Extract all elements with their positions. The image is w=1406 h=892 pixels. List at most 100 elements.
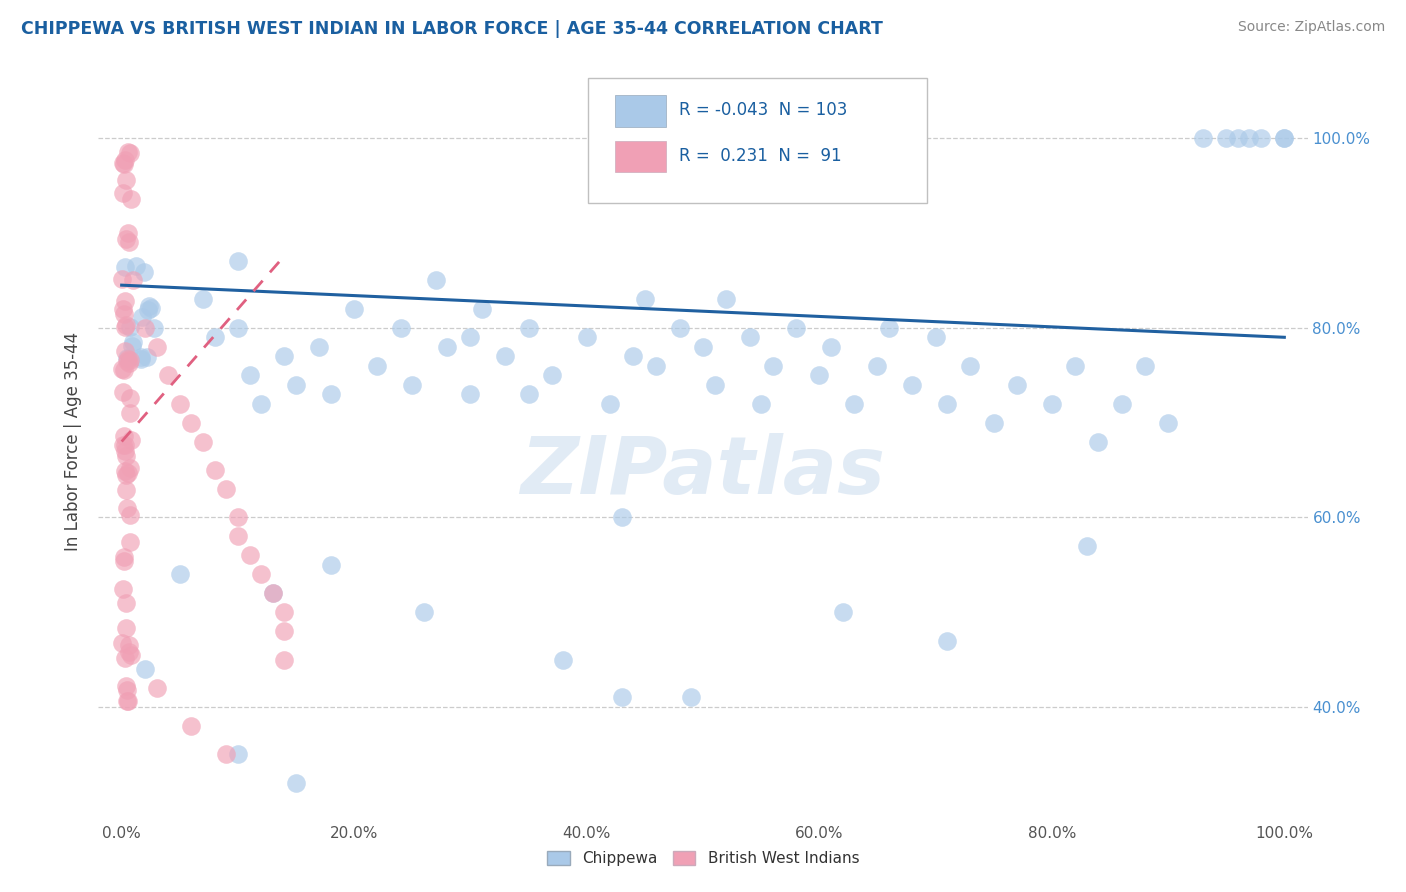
Point xyxy=(226,254,249,268)
Point xyxy=(157,368,180,383)
Point xyxy=(983,416,1005,430)
Point xyxy=(1226,131,1249,145)
Point xyxy=(460,387,482,401)
Point xyxy=(1076,539,1098,553)
Point xyxy=(114,443,136,458)
Point xyxy=(285,776,308,790)
Point xyxy=(959,359,981,373)
Point xyxy=(118,353,141,368)
Point xyxy=(114,320,136,334)
Point xyxy=(112,307,135,321)
Point xyxy=(204,463,226,477)
Point xyxy=(1215,131,1237,145)
Point xyxy=(215,747,238,762)
Point xyxy=(668,321,690,335)
Point xyxy=(1005,377,1028,392)
Bar xyxy=(614,95,665,127)
Point xyxy=(936,397,959,411)
Point xyxy=(115,683,138,698)
Point xyxy=(645,359,668,373)
Point xyxy=(122,273,145,287)
Point xyxy=(111,272,134,286)
Point xyxy=(118,391,141,405)
Point xyxy=(145,681,167,695)
Point xyxy=(239,368,262,383)
Point xyxy=(129,350,152,364)
Point xyxy=(118,356,141,370)
Point xyxy=(575,330,598,344)
Point xyxy=(115,694,138,708)
Y-axis label: In Labor Force | Age 35-44: In Labor Force | Age 35-44 xyxy=(65,332,83,551)
Point xyxy=(129,352,152,367)
Point xyxy=(936,633,959,648)
Point xyxy=(117,145,139,159)
Point xyxy=(460,330,482,344)
Point xyxy=(621,349,644,363)
Point xyxy=(366,359,388,373)
Point xyxy=(273,624,295,639)
Point xyxy=(114,318,136,332)
Point xyxy=(115,351,138,365)
Point xyxy=(111,582,134,596)
Point xyxy=(114,294,136,309)
Point xyxy=(114,651,136,665)
Point xyxy=(471,301,494,316)
Point xyxy=(191,293,214,307)
Point xyxy=(599,397,621,411)
Point xyxy=(226,321,249,335)
Point xyxy=(114,153,136,167)
Point xyxy=(112,363,135,377)
Point xyxy=(738,330,761,344)
Point xyxy=(716,293,738,307)
Point xyxy=(132,265,155,279)
Point xyxy=(517,321,540,335)
Point xyxy=(1250,131,1272,145)
Point xyxy=(120,407,142,421)
Point xyxy=(112,301,135,316)
Point xyxy=(117,352,139,367)
Point xyxy=(111,156,134,170)
Point xyxy=(250,397,273,411)
Point xyxy=(1040,397,1063,411)
Point xyxy=(540,368,562,383)
Point xyxy=(120,433,142,447)
Point xyxy=(924,330,946,344)
Point xyxy=(273,652,295,666)
Point xyxy=(436,340,458,354)
Point xyxy=(112,429,135,443)
Point xyxy=(785,321,807,335)
Point xyxy=(111,636,134,650)
Point xyxy=(762,359,785,373)
Point xyxy=(112,553,135,567)
Text: ZIPatlas: ZIPatlas xyxy=(520,433,886,511)
Point xyxy=(1157,416,1180,430)
Point xyxy=(1272,131,1295,145)
Point xyxy=(553,652,575,666)
Point xyxy=(111,437,134,451)
Point xyxy=(136,302,159,317)
Text: Source: ZipAtlas.com: Source: ZipAtlas.com xyxy=(1237,20,1385,34)
Point xyxy=(343,301,366,316)
Point xyxy=(262,586,284,600)
Point xyxy=(191,434,214,449)
Point xyxy=(131,310,153,325)
Point xyxy=(692,340,714,354)
Point xyxy=(115,596,138,610)
Point xyxy=(180,719,202,733)
Point xyxy=(425,273,447,287)
Point xyxy=(115,500,138,515)
Point xyxy=(749,397,772,411)
Point xyxy=(1087,434,1109,449)
Point xyxy=(134,662,156,676)
Point xyxy=(308,340,330,354)
Point xyxy=(139,301,162,316)
Point xyxy=(169,567,191,582)
Point xyxy=(117,694,139,708)
Point xyxy=(215,482,238,496)
Point xyxy=(226,529,249,543)
Point xyxy=(866,359,889,373)
Point xyxy=(808,368,831,383)
Point xyxy=(115,449,138,463)
Point xyxy=(142,321,165,335)
Point xyxy=(681,690,703,705)
